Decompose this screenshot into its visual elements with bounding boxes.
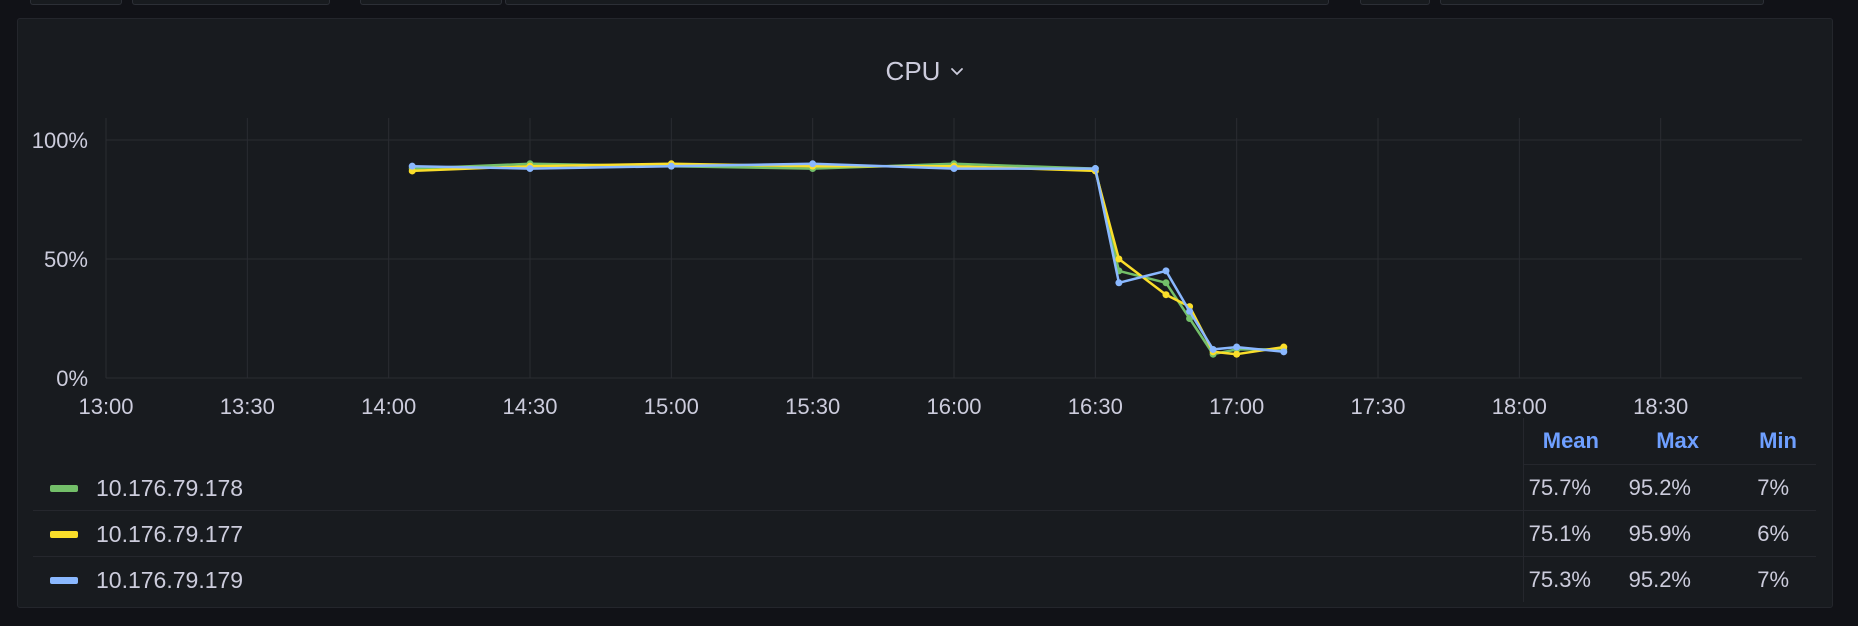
top-toolbar-edge xyxy=(0,0,1858,6)
legend-max-value: 95.2% xyxy=(1628,475,1691,500)
legend-max-value: 95.2% xyxy=(1628,567,1691,592)
legend-divider xyxy=(33,510,1816,511)
toolbar-segment[interactable] xyxy=(1360,0,1430,5)
x-axis-ticks: 13:00 13:30 14:00 14:30 15:00 15:30 16:00 16:30… xyxy=(78,394,1688,419)
data-point xyxy=(1162,279,1170,287)
legend-series-name[interactable]: 10.176.79.178 xyxy=(96,474,244,501)
y-tick-label: 50% xyxy=(44,247,88,272)
panel-header[interactable]: CPU xyxy=(18,51,1832,91)
legend-min-value: 6% xyxy=(1757,521,1789,546)
x-tick-label: 15:00 xyxy=(644,394,699,419)
data-point xyxy=(1115,279,1123,287)
legend-row[interactable]: 10.176.79.177 75.1% 95.9% 6% xyxy=(33,512,1803,556)
legend-header-mean[interactable]: Mean xyxy=(1542,428,1599,453)
data-point xyxy=(667,162,675,170)
legend-column-divider xyxy=(1523,418,1524,602)
data-point xyxy=(1115,255,1123,263)
legend-mean-value: 75.7% xyxy=(1528,475,1591,500)
legend-mean-value: 75.1% xyxy=(1528,521,1591,546)
legend-max-value: 95.9% xyxy=(1628,521,1691,546)
legend-mean-value: 75.3% xyxy=(1528,567,1591,592)
toolbar-segment[interactable] xyxy=(1440,0,1764,5)
x-tick-label: 14:30 xyxy=(502,394,557,419)
series-color-swatch xyxy=(50,484,78,492)
x-tick-label: 13:30 xyxy=(220,394,275,419)
data-point xyxy=(1209,345,1217,353)
x-tick-label: 18:00 xyxy=(1492,394,1547,419)
data-point xyxy=(950,165,958,173)
data-point xyxy=(526,165,534,173)
legend-min-value: 7% xyxy=(1757,475,1789,500)
toolbar-segment[interactable] xyxy=(360,0,502,5)
legend-divider xyxy=(33,556,1816,557)
legend-header-min[interactable]: Min xyxy=(1759,428,1797,453)
cpu-panel: CPU xyxy=(17,18,1833,608)
x-tick-label: 17:00 xyxy=(1209,394,1264,419)
x-tick-label: 15:30 xyxy=(785,394,840,419)
legend-series-name[interactable]: 10.176.79.177 xyxy=(96,520,244,547)
data-point xyxy=(1162,267,1170,275)
data-point xyxy=(809,160,817,168)
x-tick-label: 14:00 xyxy=(361,394,416,419)
x-tick-label: 13:00 xyxy=(78,394,133,419)
x-tick-label: 18:30 xyxy=(1633,394,1688,419)
legend-min-value: 7% xyxy=(1757,567,1789,592)
series-color-swatch xyxy=(50,576,78,584)
toolbar-segment[interactable] xyxy=(30,0,122,5)
y-tick-label: 100% xyxy=(32,128,88,153)
data-point xyxy=(408,162,416,170)
x-tick-label: 16:00 xyxy=(926,394,981,419)
data-point xyxy=(1186,307,1194,315)
x-tick-label: 16:30 xyxy=(1068,394,1123,419)
cpu-line-chart: 0% 50% 100% 13:00 13:30 14:00 14:30 15:00 15:30… xyxy=(32,118,1802,419)
y-axis-ticks: 0% 50% 100% xyxy=(32,128,88,391)
data-point xyxy=(1233,343,1241,351)
y-tick-label: 0% xyxy=(56,366,88,391)
chart-grid xyxy=(105,118,1802,379)
series-line xyxy=(412,162,1284,356)
toolbar-segment[interactable] xyxy=(505,0,1329,5)
legend-row[interactable]: 10.176.79.178 75.7% 95.2% 7% xyxy=(33,466,1803,510)
chart-series xyxy=(408,160,1288,358)
series-line xyxy=(412,162,1284,354)
legend-row[interactable]: 10.176.79.179 75.3% 95.2% 7% xyxy=(33,558,1803,602)
data-point xyxy=(1186,315,1194,322)
data-point xyxy=(1091,165,1099,173)
legend-header-max[interactable]: Max xyxy=(1656,428,1699,453)
legend-divider xyxy=(1523,464,1816,465)
data-point xyxy=(1162,291,1170,299)
series-color-swatch xyxy=(50,530,78,538)
x-tick-label: 17:30 xyxy=(1350,394,1405,419)
data-point xyxy=(1280,348,1288,356)
toolbar-segment[interactable] xyxy=(132,0,330,5)
data-point xyxy=(1233,350,1241,358)
legend-header: Mean Max Min xyxy=(1507,418,1797,464)
chevron-down-icon[interactable] xyxy=(950,64,964,78)
panel-title[interactable]: CPU xyxy=(885,55,941,86)
legend-series-name[interactable]: 10.176.79.179 xyxy=(96,566,244,593)
